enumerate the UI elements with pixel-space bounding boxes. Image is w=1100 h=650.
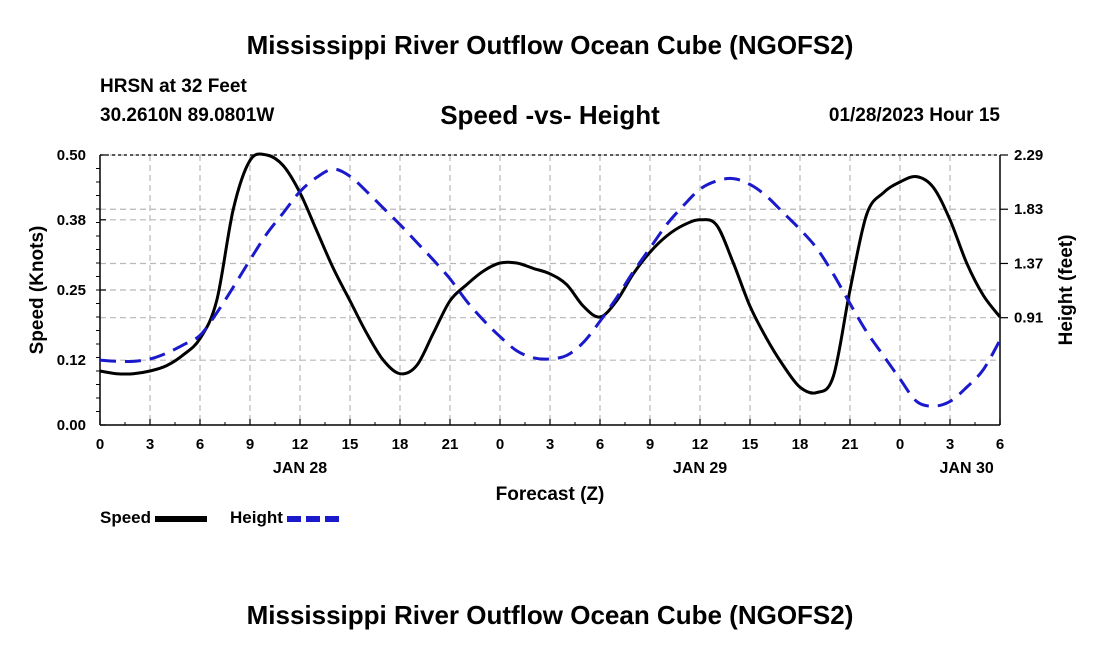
x-tick-label: 0 (896, 436, 904, 453)
x-tick-label: 3 (546, 436, 554, 453)
y-tick-label: 0.12 (57, 352, 86, 369)
y2-tick-label: 1.83 (1014, 201, 1043, 218)
series-line-height (99, 167, 1002, 408)
legend-speed: Speed (100, 508, 208, 528)
x-tick-label: 6 (196, 436, 204, 453)
date-label: JAN 30 (940, 460, 994, 477)
x-axis-title: Forecast (Z) (496, 484, 605, 505)
date-label: JAN 28 (273, 460, 327, 477)
footer-title: Mississippi River Outflow Ocean Cube (NG… (246, 600, 854, 630)
x-tick-label: 9 (646, 436, 654, 453)
chart: 0 3 6 9 12 15 18 21 0 3 6 9 12 15 18 21 0 3 6 JAN 28 JAN 29 J… (27, 147, 1077, 505)
x-tick-label: 15 (342, 436, 359, 453)
x-tick-label: 18 (392, 436, 409, 453)
date-label: JAN 29 (673, 460, 727, 477)
x-tick-label: 6 (996, 436, 1004, 453)
x-tick-label: 15 (742, 436, 759, 453)
y-axis-title: Speed (Knots) (27, 226, 48, 355)
legend-height-label: Height (230, 508, 283, 527)
x-tick-label: 3 (946, 436, 954, 453)
y-tick-label: 0.00 (57, 417, 86, 434)
x-tick-label: 21 (842, 436, 859, 453)
y-tick-label: 0.25 (57, 282, 86, 299)
y2-tick-label: 0.91 (1014, 310, 1043, 327)
x-tick-label: 12 (292, 436, 309, 453)
x-tick-label: 21 (442, 436, 459, 453)
y2-tick-label: 2.29 (1014, 147, 1043, 164)
x-tick-label: 0 (96, 436, 104, 453)
legend-speed-swatch (155, 515, 208, 522)
y-tick-label: 0.50 (57, 147, 86, 164)
station-label: HRSN at 32 Feet (100, 76, 247, 97)
series-line-speed (99, 152, 1002, 395)
x-tick-label: 3 (146, 436, 154, 453)
x-tick-label: 12 (692, 436, 709, 453)
x-tick-label: 6 (596, 436, 604, 453)
forecast-datetime: 01/28/2023 Hour 15 (828, 105, 1000, 126)
legend-speed-label: Speed (100, 508, 152, 527)
legend-height: Height (230, 508, 339, 528)
y2-axis-title: Height (feet) (1056, 235, 1077, 346)
y2-tick-label: 1.37 (1014, 255, 1043, 272)
y-tick-label: 0.38 (57, 212, 86, 229)
coordinates-label: 30.2610N 89.0801W (100, 105, 275, 126)
x-tick-label: 18 (792, 436, 809, 453)
legend-height-swatch (286, 515, 339, 522)
x-tick-label: 9 (246, 436, 254, 453)
chart-subtitle: Speed -vs- Height (440, 100, 660, 130)
main-title: Mississippi River Outflow Ocean Cube (NG… (246, 30, 854, 60)
x-tick-label: 0 (496, 436, 504, 453)
